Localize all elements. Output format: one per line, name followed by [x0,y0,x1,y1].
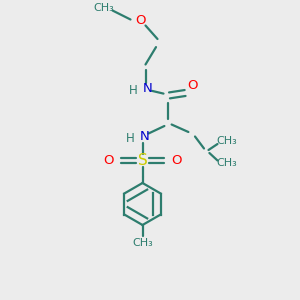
Text: N: N [143,82,153,95]
Text: CH₃: CH₃ [93,3,114,14]
Text: O: O [187,79,197,92]
Text: O: O [171,154,181,167]
Text: CH₃: CH₃ [216,158,237,169]
Text: H: H [128,84,137,98]
Text: CH₃: CH₃ [132,238,153,248]
Text: N: N [140,130,150,143]
Text: O: O [104,154,114,167]
Text: CH₃: CH₃ [216,136,237,146]
Text: O: O [136,14,146,28]
Text: H: H [125,131,134,145]
Text: S: S [138,153,147,168]
